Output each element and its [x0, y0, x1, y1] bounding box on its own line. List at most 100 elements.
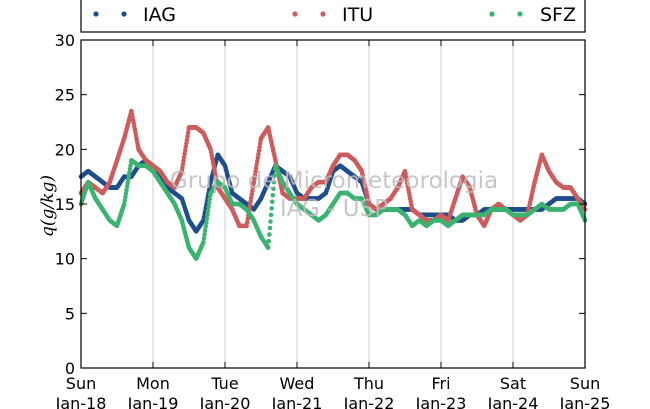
point-sfz-340 — [267, 232, 272, 237]
point-sfz-223 — [202, 232, 207, 237]
x-tick-date-2: Jan-20 — [199, 394, 251, 409]
y-tick-label-3: 15 — [55, 195, 75, 214]
x-tick-date-6: Jan-24 — [487, 394, 539, 409]
legend-marker-itu-1 — [292, 11, 298, 17]
legend-label-sfz: SFZ — [540, 4, 576, 26]
x-tick-day-5: Fri — [431, 374, 450, 393]
legend: IAG ITU SFZ — [80, 0, 586, 33]
point-itu-322 — [257, 144, 262, 150]
point-itu-309 — [250, 188, 255, 194]
point-sfz-231 — [206, 200, 212, 206]
point-itu-182 — [179, 168, 185, 174]
x-tick-day-3: Wed — [280, 374, 315, 393]
legend-marker-iag-1 — [93, 11, 99, 17]
x-tick-day-4: Thu — [353, 374, 384, 393]
point-sfz-83 — [124, 184, 130, 189]
x-tick-date-0: Jan-18 — [55, 394, 107, 409]
point-sfz-88 — [127, 166, 133, 172]
point-sfz-86 — [126, 173, 132, 179]
watermark: Grupo de Micrometeorologia IAG - USP — [170, 168, 498, 222]
point-itu-316 — [253, 165, 259, 171]
legend-frame — [80, 0, 586, 33]
point-sfz-348 — [271, 179, 277, 185]
point-sfz-347 — [271, 186, 276, 191]
x-tick-date-1: Jan-19 — [127, 394, 179, 409]
point-itu-307 — [248, 195, 254, 201]
point-itu-320 — [256, 151, 261, 157]
axes: SunJan-18MonJan-19TueJan-20WedJan-21ThuJ… — [55, 31, 611, 409]
point-itu-190 — [184, 140, 189, 146]
x-tick-day-1: Mon — [136, 374, 170, 393]
point-itu-312 — [251, 179, 257, 185]
point-sfz-346 — [270, 192, 276, 198]
point-sfz-225 — [203, 224, 208, 229]
point-sfz-339 — [266, 238, 272, 244]
point-sfz-222 — [201, 236, 207, 241]
watermark-line-1: Grupo de Micrometeorologia — [170, 168, 498, 194]
y-tick-label-6: 30 — [55, 31, 75, 50]
point-itu-185 — [181, 158, 186, 163]
legend-item-sfz: SFZ — [489, 4, 576, 26]
point-itu-317 — [254, 162, 259, 167]
point-sfz-338 — [265, 245, 271, 251]
legend-marker-iag-2 — [121, 11, 127, 17]
point-itu-184 — [180, 161, 186, 167]
point-sfz-226 — [203, 220, 209, 225]
point-sfz-85 — [125, 177, 131, 182]
point-sfz-78 — [121, 201, 127, 207]
y-tick-label-5: 25 — [55, 86, 75, 105]
point-itu-183 — [180, 165, 185, 170]
y-tick-label-0: 0 — [65, 359, 75, 378]
point-itu-305 — [247, 202, 253, 208]
point-sfz-349 — [272, 173, 277, 178]
watermark-line-2: IAG - USP — [280, 196, 388, 222]
legend-marker-sfz-2 — [517, 11, 523, 17]
point-itu-318 — [254, 158, 260, 164]
point-itu-323 — [257, 141, 263, 146]
point-itu-192 — [185, 133, 190, 139]
point-itu-310 — [250, 185, 256, 190]
point-sfz-227 — [204, 216, 210, 221]
point-itu-314 — [252, 172, 258, 178]
point-sfz-341 — [267, 225, 273, 231]
point-itu-319 — [255, 155, 261, 160]
point-itu-315 — [253, 169, 258, 174]
x-tick-day-6: Sat — [500, 374, 526, 393]
point-sfz-224 — [202, 228, 208, 233]
point-itu-308 — [249, 192, 255, 197]
point-itu-299 — [244, 223, 249, 229]
y-tick-label-2: 10 — [55, 250, 75, 269]
x-tick-date-5: Jan-23 — [415, 394, 467, 409]
point-itu-186 — [181, 154, 187, 160]
point-sfz-230 — [206, 204, 211, 210]
point-itu-191 — [184, 137, 190, 143]
x-tick-date-4: Jan-22 — [343, 394, 395, 409]
legend-marker-itu-2 — [320, 11, 326, 17]
point-sfz-80 — [123, 194, 128, 200]
x-tick-day-0: Sun — [66, 374, 96, 393]
point-itu-193 — [185, 130, 191, 136]
point-sfz-79 — [122, 198, 128, 203]
y-tick-label-4: 20 — [55, 140, 75, 159]
legend-marker-sfz-1 — [489, 11, 495, 17]
x-tick-date-3: Jan-21 — [271, 394, 323, 409]
point-itu-189 — [183, 144, 189, 150]
point-itu-300 — [244, 220, 250, 225]
point-sfz-232 — [207, 196, 213, 202]
point-sfz-228 — [205, 212, 210, 218]
point-sfz-87 — [127, 170, 132, 175]
y-tick-label-1: 5 — [65, 304, 75, 323]
point-sfz-229 — [205, 208, 211, 214]
point-sfz-81 — [123, 191, 129, 196]
y-axis-label: q(g/kg) — [38, 175, 58, 237]
x-tick-day-7: Sun — [570, 374, 600, 393]
point-sfz-82 — [124, 187, 129, 193]
legend-item-itu: ITU — [292, 4, 373, 26]
point-itu-301 — [245, 216, 251, 222]
point-sfz-344 — [269, 206, 274, 211]
point-sfz-89 — [128, 163, 133, 168]
point-sfz-221 — [201, 239, 206, 245]
point-sfz-345 — [269, 199, 275, 205]
point-sfz-342 — [268, 219, 273, 224]
